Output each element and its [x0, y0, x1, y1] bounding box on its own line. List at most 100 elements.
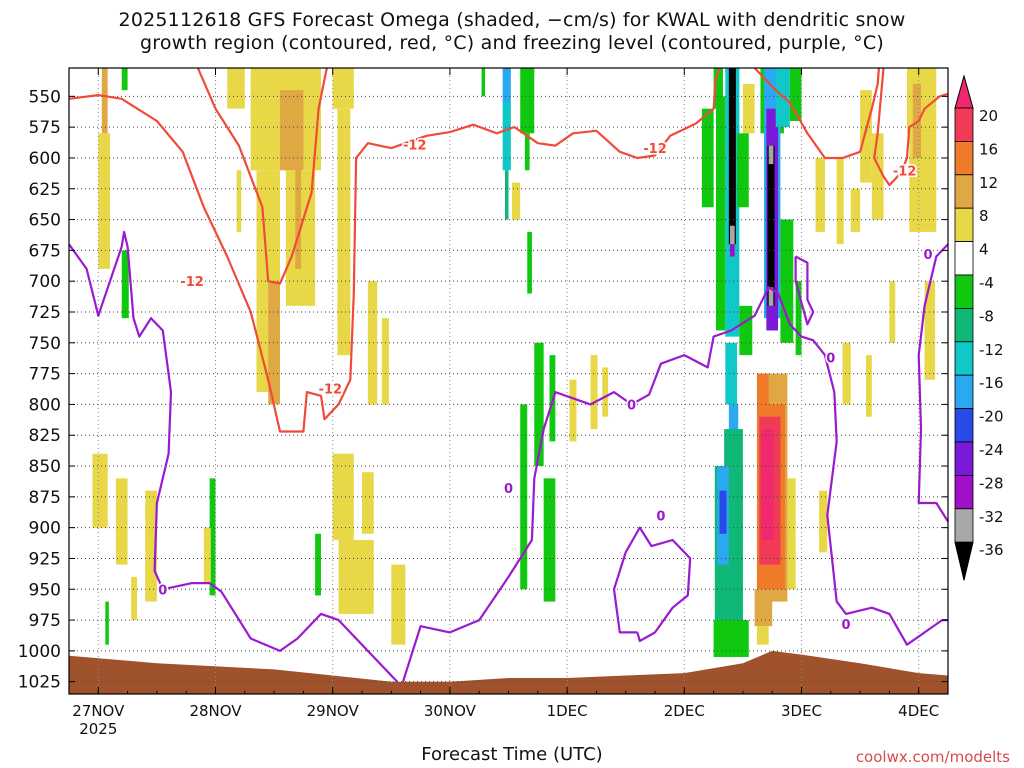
omega-cell	[381, 318, 389, 405]
omega-cell	[715, 96, 726, 331]
credit-link[interactable]: coolwx.com/modelts	[855, 748, 1010, 766]
omega-cell	[391, 564, 406, 645]
omega-cell	[871, 133, 884, 220]
x-axis-label: Forecast Time (UTC)	[421, 744, 603, 765]
dgz-contour-line	[196, 67, 328, 285]
y-tick-label: 625	[29, 180, 61, 200]
omega-cell	[502, 102, 511, 171]
colorbar-tick-label: 8	[979, 207, 989, 225]
omega-cell	[742, 84, 755, 134]
colorbar-swatch	[954, 508, 974, 543]
freezing-contour-label: 0	[924, 248, 933, 263]
omega-cell	[842, 342, 851, 405]
y-tick-label: 700	[29, 272, 61, 292]
colorbar-tick-label: -12	[979, 341, 1004, 359]
x-year-label: 2025	[79, 720, 117, 738]
omega-cell	[767, 145, 775, 306]
omega-cell	[131, 576, 137, 621]
colorbar-swatch	[954, 341, 974, 376]
colorbar-tick-label: 16	[979, 140, 998, 158]
y-tick-label: 800	[29, 395, 61, 415]
omega-cell	[203, 527, 211, 584]
y-tick-label: 650	[29, 211, 61, 231]
omega-cell	[730, 225, 735, 245]
omega-cell	[279, 90, 304, 171]
omega-cell	[101, 68, 108, 134]
omega-cell	[739, 305, 753, 356]
omega-cell	[92, 453, 108, 528]
chart-title-line-1: 2025112618 GFS Forecast Omega (shaded, −…	[118, 9, 906, 31]
ground-terrain	[69, 650, 948, 694]
omega-cell	[534, 342, 544, 467]
colorbar-swatch	[954, 441, 974, 476]
x-tick-label: 28NOV	[189, 702, 242, 720]
y-tick-label: 1025	[18, 673, 61, 693]
omega-cell	[504, 170, 509, 220]
colorbar-tick-label: -24	[979, 441, 1004, 459]
freezing-contour-label: 0	[504, 482, 513, 497]
omega-cell	[865, 355, 872, 417]
colorbar-tick-label: -28	[979, 474, 1004, 492]
omega-cell	[569, 379, 577, 442]
omega-cell	[145, 490, 157, 602]
omega-cell	[768, 287, 774, 306]
omega-cell	[860, 90, 872, 183]
omega-cell	[227, 68, 245, 109]
omega-cell	[332, 68, 354, 109]
y-tick-label: 825	[29, 426, 61, 446]
omega-cell	[543, 478, 556, 602]
y-tick-label: 725	[29, 303, 61, 323]
colorbar-swatch	[954, 140, 974, 176]
dgz-contour-label: -12	[893, 164, 917, 179]
omega-cell	[780, 219, 794, 343]
omega-cell	[836, 157, 844, 245]
omega-cell	[701, 108, 714, 208]
y-tick-label: 1000	[18, 642, 61, 662]
freezing-contour-line	[917, 243, 949, 523]
y-tick-label: 875	[29, 488, 61, 508]
y-tick-label: 600	[29, 149, 61, 169]
omega-cell	[795, 281, 802, 356]
omega-cell	[337, 108, 351, 356]
colorbar-swatch	[954, 374, 974, 410]
omega-cell	[754, 589, 773, 627]
freezing-contour-line	[794, 255, 815, 326]
freezing-contour-line	[68, 230, 398, 683]
colorbar-tick-label: -32	[979, 508, 1004, 526]
omega-cell	[338, 539, 374, 614]
freezing-contour-label: 0	[842, 618, 851, 633]
freezing-contour-line	[401, 286, 948, 683]
y-tick-label: 675	[29, 241, 61, 261]
colorbar-tick-label: -16	[979, 374, 1004, 392]
colorbar-tick-label: 20	[979, 107, 998, 125]
omega-cell	[527, 231, 532, 294]
freezing-contour-line	[612, 526, 692, 643]
omega-cell	[121, 250, 129, 319]
omega-cell	[713, 68, 723, 109]
colorbar-swatch	[954, 474, 974, 510]
y-tick-label: 925	[29, 549, 61, 569]
omega-cell	[906, 68, 937, 134]
omega-cell	[737, 133, 749, 208]
omega-cell	[115, 478, 128, 565]
omega-cell	[815, 157, 825, 232]
colorbar-tick-label: -20	[979, 408, 1004, 426]
colorbar-swatch	[954, 107, 974, 142]
omega-cell	[725, 342, 738, 405]
dgz-contour-line	[68, 67, 721, 433]
colorbar-bottom-cap	[954, 541, 974, 581]
omega-cell	[787, 478, 796, 590]
omega-cell	[315, 533, 321, 596]
omega-cell	[236, 170, 242, 232]
freezing-contour-label: 0	[158, 583, 167, 598]
omega-cell	[121, 68, 128, 91]
omega-cell	[768, 145, 774, 165]
y-tick-label: 575	[29, 118, 61, 138]
omega-cell	[502, 68, 511, 103]
colorbar-tick-label: -36	[979, 541, 1004, 559]
omega-cell	[524, 133, 530, 171]
colorbar-swatch	[954, 274, 974, 309]
colorbar-swatch	[954, 408, 974, 443]
y-tick-label: 900	[29, 519, 61, 539]
